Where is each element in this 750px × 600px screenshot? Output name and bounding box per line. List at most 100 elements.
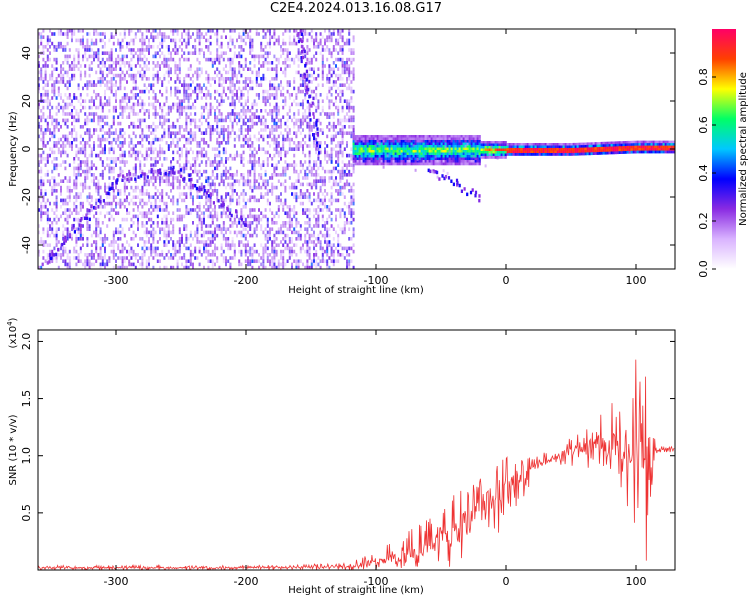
heat-cell	[95, 227, 98, 231]
heat-cell	[299, 118, 302, 123]
heat-cell	[55, 163, 58, 167]
heat-cell	[326, 144, 329, 148]
heat-cell	[46, 230, 49, 235]
heat-cell	[112, 67, 115, 71]
heat-cell	[55, 198, 58, 203]
heat-cell	[68, 262, 71, 267]
heat-cell	[288, 185, 291, 190]
heat-cell	[53, 93, 56, 97]
heat-cell	[112, 61, 115, 65]
heat-cell	[119, 147, 122, 151]
heat-cell	[170, 256, 172, 260]
heat-cell	[115, 195, 117, 199]
heat-cell	[198, 125, 201, 129]
heat-cell	[284, 224, 287, 228]
heat-cell	[315, 163, 318, 167]
heat-cell	[227, 125, 230, 129]
heat-cell	[148, 128, 150, 132]
heat-cell	[304, 118, 307, 123]
heat-cell	[128, 243, 131, 247]
heat-cell	[101, 259, 104, 263]
heat-cell	[244, 128, 247, 132]
heat-cell	[176, 176, 179, 180]
heat-cell	[99, 262, 102, 267]
heat-cell	[128, 73, 131, 78]
heat-cell	[264, 208, 267, 212]
heat-cell	[75, 192, 78, 196]
heat-cell	[148, 262, 150, 267]
heat-cell	[178, 208, 181, 212]
heat-cell	[130, 141, 133, 145]
heat-cell	[172, 105, 175, 110]
heat-cell	[222, 77, 225, 81]
heat-cell	[172, 125, 175, 129]
heat-cell	[79, 205, 82, 209]
heat-cell	[53, 83, 56, 87]
heat-cell	[167, 182, 170, 187]
heat-cell	[293, 41, 296, 46]
heat-cell	[220, 41, 223, 46]
heat-cell	[42, 144, 45, 148]
heat-cell	[277, 265, 280, 269]
streak-cell	[309, 94, 312, 98]
heat-cell	[86, 41, 89, 46]
heat-cell	[126, 211, 128, 215]
heat-cell	[42, 77, 45, 81]
heat-cell	[95, 176, 98, 180]
heat-cell	[288, 96, 291, 100]
heat-cell	[308, 182, 311, 187]
heat-cell	[95, 259, 98, 263]
heat-cell	[167, 48, 170, 52]
heat-cell	[299, 246, 302, 251]
heat-cell	[275, 125, 278, 129]
heat-cell	[64, 166, 67, 171]
heat-cell	[128, 29, 131, 33]
heat-cell	[286, 166, 289, 171]
heat-cell	[299, 182, 302, 187]
heat-cell	[341, 70, 344, 75]
heat-cell	[348, 208, 351, 212]
heat-cell	[192, 102, 194, 107]
heat-cell	[196, 153, 199, 158]
heat-cell	[330, 134, 333, 139]
heat-cell	[222, 89, 225, 94]
heat-cell	[137, 93, 139, 97]
heat-cell	[90, 118, 93, 123]
heat-cell	[308, 150, 311, 155]
heat-cell	[330, 141, 333, 145]
heat-cell	[42, 198, 45, 203]
heat-cell	[145, 57, 148, 62]
heat-cell	[247, 259, 249, 263]
heat-cell	[156, 189, 159, 193]
heat-cell	[134, 80, 137, 84]
heat-cell	[211, 249, 214, 254]
heat-cell	[167, 80, 170, 84]
heat-cell	[308, 57, 311, 62]
heat-cell	[317, 195, 320, 199]
heat-cell	[132, 93, 135, 97]
heat-cell	[165, 89, 168, 94]
heat-cell	[86, 176, 89, 180]
heat-cell	[317, 141, 320, 145]
heat-cell	[123, 256, 126, 260]
heat-cell	[337, 144, 340, 148]
heat-cell	[176, 259, 179, 263]
heat-cell	[282, 182, 285, 187]
heat-cell	[341, 150, 344, 155]
heat-cell	[321, 182, 324, 187]
heat-cell	[306, 51, 309, 55]
heat-cell	[297, 109, 300, 113]
heat-cell	[42, 240, 45, 244]
heat-cell	[251, 221, 254, 225]
heat-cell	[170, 67, 172, 71]
heat-cell	[304, 141, 307, 145]
heat-cell	[337, 109, 340, 113]
heat-cell	[141, 198, 144, 203]
heat-cell	[214, 70, 216, 75]
heat-cell	[161, 217, 164, 222]
heat-cell	[253, 259, 256, 263]
heat-cell	[119, 102, 122, 107]
heat-cell	[88, 83, 91, 87]
heat-cell	[231, 121, 234, 126]
heat-cell	[55, 240, 58, 244]
